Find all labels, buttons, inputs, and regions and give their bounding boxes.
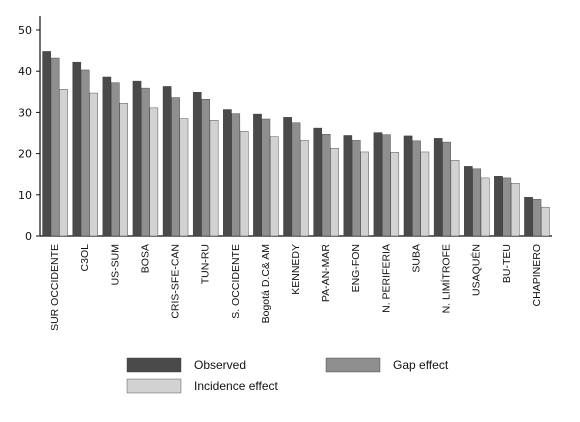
bar	[373, 132, 383, 237]
bar	[464, 166, 473, 237]
bar	[313, 127, 323, 237]
category-label: TUN-RU	[200, 244, 212, 284]
bar	[541, 206, 550, 237]
legend-label: Observed	[194, 358, 246, 372]
bar	[42, 51, 51, 237]
bar	[390, 152, 400, 237]
bars	[42, 51, 550, 237]
bar	[472, 168, 482, 237]
bar	[209, 120, 219, 237]
category-label: SUR OCCIDENTE	[49, 244, 61, 331]
legend-label: Gap effect	[393, 358, 449, 372]
bar	[412, 140, 421, 237]
bar	[420, 151, 430, 237]
category-label: Bogotá D.C& AM	[260, 244, 272, 323]
bar	[72, 61, 82, 237]
category-label: S. OCCIDENTE	[230, 244, 242, 319]
bar	[321, 134, 331, 237]
bar	[510, 183, 520, 237]
category-label: CHAPINERO	[531, 244, 543, 306]
bar	[149, 107, 159, 237]
category-label: KENNEDY	[290, 244, 302, 295]
bar	[171, 97, 180, 237]
bar	[50, 57, 60, 237]
bar	[231, 113, 241, 237]
bar	[201, 99, 210, 237]
y-tick-label: 20	[18, 148, 32, 161]
y-tick-label: 40	[18, 65, 32, 78]
bar	[502, 177, 512, 237]
bar	[382, 134, 391, 237]
bar	[192, 92, 202, 237]
bar	[239, 131, 249, 237]
legend: Observed Gap effect Incidence effect	[126, 357, 449, 394]
bar	[360, 151, 369, 237]
bar	[119, 103, 128, 237]
category-label: N. LIMÍTROFE	[440, 244, 453, 313]
bar	[300, 140, 309, 237]
bar	[524, 197, 533, 237]
y-tick-label: 10	[18, 189, 32, 202]
category-label: N. PERIFERIA	[380, 244, 392, 313]
bar	[102, 76, 112, 237]
y-tick-label: 30	[18, 106, 32, 119]
bar	[89, 92, 98, 237]
category-labels: SUR OCCIDENTE C3OL US-SUM BOSA CRIS-SFE-CAN T…	[49, 244, 543, 331]
category-label: ENG-FON	[350, 244, 362, 292]
legend-label: Incidence effect	[194, 379, 279, 393]
bar	[480, 177, 490, 237]
category-label: USAQUÉN	[470, 244, 483, 296]
bar	[403, 135, 413, 237]
bar	[351, 140, 361, 237]
bar	[132, 80, 142, 237]
category-label: BU-TEU	[501, 244, 513, 283]
bar	[261, 118, 271, 237]
category-label: SUBA	[410, 244, 422, 273]
category-label: US-SUM	[109, 244, 121, 285]
legend-swatch	[126, 357, 182, 373]
bar	[59, 89, 68, 237]
bar	[80, 69, 90, 237]
bar	[223, 109, 232, 237]
category-label: CRIS-SFE-CAN	[170, 244, 182, 319]
bar	[291, 122, 301, 237]
bar	[330, 148, 339, 237]
bar	[343, 135, 353, 237]
legend-swatch	[325, 357, 381, 373]
bar	[450, 159, 460, 237]
bar	[179, 118, 189, 237]
bar	[253, 113, 262, 237]
bar	[141, 87, 150, 237]
bar	[110, 82, 120, 237]
bar	[269, 136, 279, 237]
category-label: PA-AN-MAR	[320, 244, 332, 303]
bar	[283, 117, 292, 237]
bar	[442, 141, 451, 237]
category-label: BOSA	[139, 244, 151, 273]
legend-swatch	[126, 378, 182, 394]
category-label: C3OL	[79, 244, 91, 272]
bar	[433, 138, 443, 237]
bar	[162, 86, 172, 237]
y-tick-label: 50	[18, 24, 32, 37]
bar	[494, 176, 503, 237]
bar	[532, 199, 542, 237]
y-tick-label: 0	[25, 230, 32, 243]
